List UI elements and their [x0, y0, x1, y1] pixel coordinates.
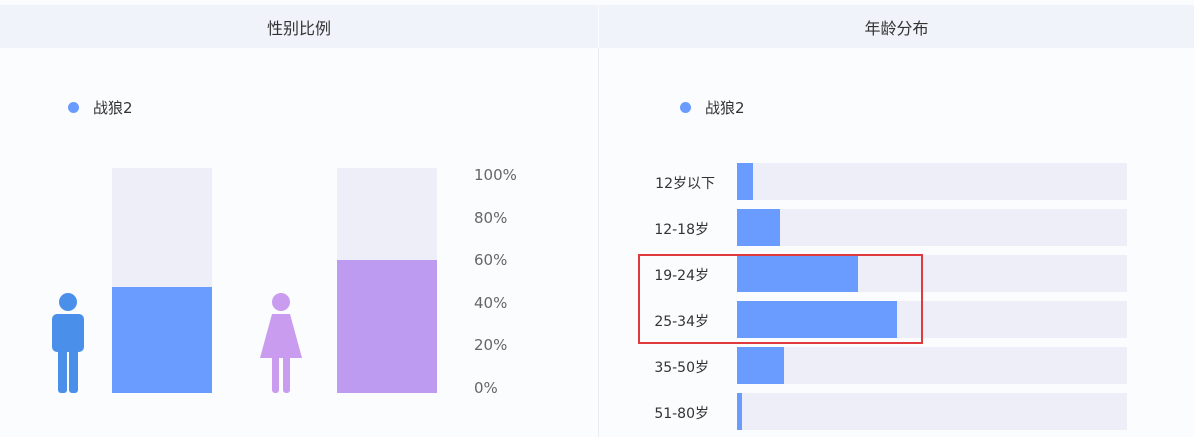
gender-panel-title: 性别比例	[0, 5, 598, 48]
legend-label: 战狼2	[705, 99, 745, 117]
age-panel: 年龄分布 战狼2 12岁以下 12-18岁 19-24岁 25-34岁 35-5…	[599, 0, 1194, 437]
bar-25-34[interactable]	[737, 301, 897, 338]
bar-track	[737, 347, 1127, 384]
y-tick-label: 100%	[474, 166, 517, 184]
category-label: 12-18岁	[654, 222, 709, 238]
panel-divider	[598, 48, 599, 437]
bar-track	[737, 301, 1127, 338]
male-icon	[52, 293, 84, 393]
y-tick-label: 20%	[474, 336, 508, 354]
highlight-box	[638, 254, 923, 344]
bar-51-80[interactable]	[737, 393, 743, 430]
bar-12-18[interactable]	[737, 209, 780, 246]
age-legend[interactable]: 战狼2	[680, 97, 745, 118]
category-label: 19-24岁	[654, 268, 709, 284]
y-tick-label: 60%	[474, 251, 508, 269]
age-panel-title: 年龄分布	[599, 5, 1194, 48]
gender-bar-track-male	[112, 168, 212, 393]
legend-dot	[680, 102, 691, 113]
category-label: 51-80岁	[654, 406, 709, 422]
legend-dot	[68, 102, 79, 113]
bar-19-24[interactable]	[737, 255, 858, 292]
gender-panel: 性别比例 战狼2 100% 80% 60% 40% 20% 0%	[0, 5, 598, 397]
legend-label: 战狼2	[93, 99, 133, 117]
bar-female[interactable]	[337, 260, 437, 393]
bar-track	[737, 393, 1127, 430]
y-tick-label: 40%	[474, 294, 508, 312]
y-tick-label: 0%	[474, 379, 498, 397]
female-icon	[260, 293, 302, 393]
gender-bar-track-female	[337, 168, 437, 393]
bar-male[interactable]	[112, 287, 212, 393]
bar-track	[737, 209, 1127, 246]
gender-legend[interactable]: 战狼2	[68, 97, 133, 118]
category-label: 35-50岁	[654, 360, 709, 376]
category-label: 12岁以下	[655, 176, 715, 192]
bar-12-under[interactable]	[737, 163, 753, 200]
bar-35-50[interactable]	[737, 347, 784, 384]
y-tick-label: 80%	[474, 209, 508, 227]
bar-track	[737, 163, 1127, 200]
bar-track	[737, 255, 1127, 292]
category-label: 25-34岁	[654, 314, 709, 330]
